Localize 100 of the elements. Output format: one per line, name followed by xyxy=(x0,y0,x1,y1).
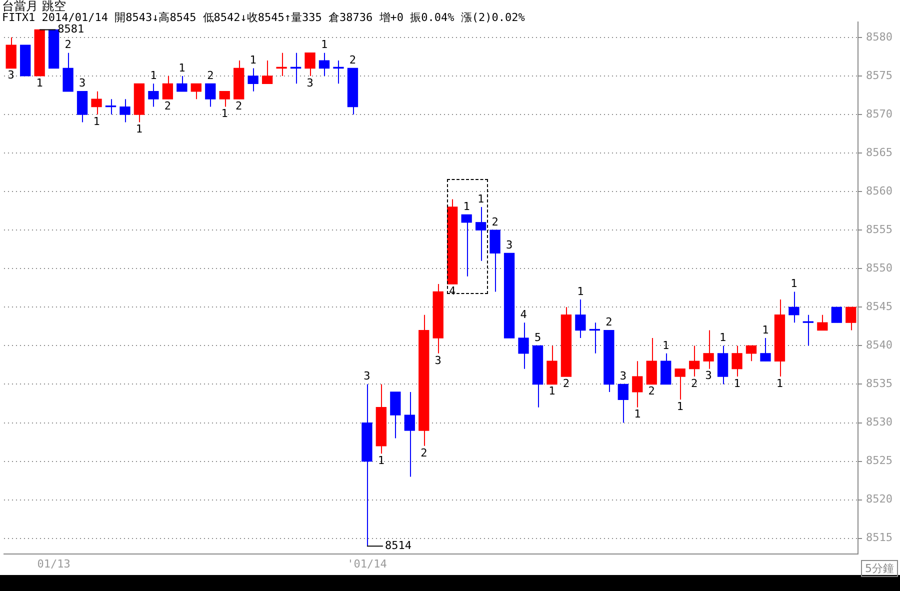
text: 3 xyxy=(434,354,442,367)
y-tick-label: 8540 xyxy=(866,338,892,352)
text: 1 xyxy=(662,338,670,352)
candlestick xyxy=(219,90,230,108)
text: 1 xyxy=(150,69,157,82)
chart-subtitle: FITX1 2014/01/14 開8543↓高8545 低8542↓收8545↑量335 倉38736 增+0 振0.04% 漲(2)0.02% xyxy=(2,11,525,24)
candlestick xyxy=(490,230,500,292)
candlestick xyxy=(91,90,102,115)
candlestick xyxy=(475,206,486,262)
text: 2 xyxy=(606,316,612,329)
candlestick xyxy=(746,345,757,362)
candlestick xyxy=(76,90,88,123)
y-tick-label: 8550 xyxy=(866,261,892,274)
candlestick xyxy=(660,352,672,385)
text: 3 xyxy=(8,68,14,82)
text: 3 xyxy=(306,76,314,90)
candlestick xyxy=(632,360,643,408)
text: 1 xyxy=(734,376,740,390)
x-tick-label: 01/13 xyxy=(37,557,70,570)
text: 1 xyxy=(250,54,256,67)
text: 1 xyxy=(93,114,100,128)
candlestick xyxy=(304,52,316,76)
candlestick xyxy=(817,314,828,331)
text: 4 xyxy=(520,308,527,321)
candlestick xyxy=(262,60,273,84)
text: 1 xyxy=(634,408,641,421)
candlestick xyxy=(6,36,16,69)
chart-title: 台當月 跳空 xyxy=(2,0,66,13)
text: 2 xyxy=(236,99,242,112)
text: 1 xyxy=(676,400,684,414)
candlestick xyxy=(546,345,558,385)
y-tick-label: 8525 xyxy=(866,454,892,468)
y-tick-label: 8535 xyxy=(866,377,892,390)
candlestick xyxy=(732,345,742,378)
candlestick xyxy=(404,391,415,478)
text: 3 xyxy=(506,238,513,252)
candlestick xyxy=(333,60,344,84)
candlestick xyxy=(148,83,159,108)
text: 3 xyxy=(78,76,86,90)
text: 2 xyxy=(648,384,655,398)
y-tick-label: 8575 xyxy=(866,68,892,82)
y-tick-label: 8520 xyxy=(866,492,892,506)
y-tick-label: 8530 xyxy=(866,416,892,429)
candlestick xyxy=(846,306,856,331)
candlestick xyxy=(575,298,586,338)
candlestick xyxy=(120,98,130,123)
text: 1 xyxy=(136,122,143,136)
candlestick xyxy=(248,68,258,92)
text: 2 xyxy=(420,446,428,460)
y-tick-label: 8560 xyxy=(866,184,892,198)
y-tick-label: 8570 xyxy=(866,107,892,120)
text: 1 xyxy=(320,38,328,52)
text: 2 xyxy=(492,215,498,228)
y-tick-label: 8515 xyxy=(866,531,892,544)
y-tick-label: 8580 xyxy=(866,30,892,44)
text: 2 xyxy=(164,99,171,112)
text: 5分鐘 xyxy=(861,560,898,577)
candlestick xyxy=(518,322,529,370)
text: 2 xyxy=(64,38,72,52)
text: 1 xyxy=(719,331,726,344)
x-tick-label: '01/14 xyxy=(347,557,388,570)
text: 2 xyxy=(691,376,698,390)
text: 1 xyxy=(548,384,556,398)
candlestick xyxy=(831,306,842,324)
candlestick xyxy=(62,52,74,92)
candlestick xyxy=(390,391,401,439)
text: 1 xyxy=(577,284,584,298)
candlestick xyxy=(190,83,202,100)
candlestick xyxy=(717,345,728,385)
y-tick-label: 8565 xyxy=(866,146,892,159)
candlestick xyxy=(703,330,714,370)
text: 5 xyxy=(534,331,542,344)
text: 2 xyxy=(562,376,570,390)
y-tick-label: 8545 xyxy=(866,300,892,314)
text: 3 xyxy=(364,370,370,383)
candlestick xyxy=(618,384,628,424)
candlestick xyxy=(176,75,188,92)
text: 1 xyxy=(776,376,784,390)
candlestick xyxy=(788,291,800,324)
text: 2 xyxy=(349,54,356,67)
text: 1 xyxy=(221,107,228,120)
candlestick xyxy=(461,214,472,277)
text: 2 xyxy=(207,69,214,82)
text: 1 xyxy=(478,192,484,206)
candlestick xyxy=(688,345,700,378)
text: 1 xyxy=(378,454,384,467)
text: 3 xyxy=(705,369,712,382)
text: 1 xyxy=(790,277,798,290)
candlestick xyxy=(674,368,686,400)
candlestick xyxy=(205,83,216,108)
candlestick xyxy=(162,75,174,100)
text: 3 xyxy=(620,370,626,383)
annotation: 8581 xyxy=(58,22,84,36)
text: 1 xyxy=(463,200,470,214)
annotation: 8514 xyxy=(384,538,412,552)
y-tick-label: 8555 xyxy=(866,222,892,236)
text: 1 xyxy=(36,76,43,90)
text: 1 xyxy=(762,323,769,336)
candlestick xyxy=(276,52,287,76)
candlestick xyxy=(760,337,771,362)
